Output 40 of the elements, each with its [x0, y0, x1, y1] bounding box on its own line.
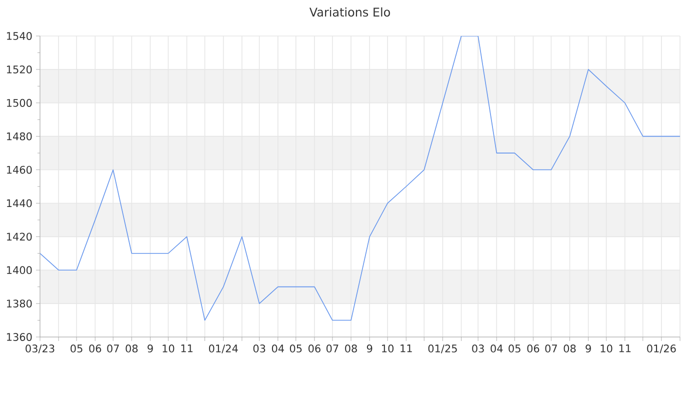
- x-tick-label: 11: [619, 344, 631, 352]
- chart-title: Variations Elo: [309, 7, 390, 17]
- x-tick-label: 08: [126, 344, 138, 352]
- y-tick-label: 1520: [7, 65, 32, 74]
- x-tick-label: 11: [400, 344, 412, 352]
- x-tick-label: 03: [253, 344, 266, 352]
- y-tick-label: 1460: [7, 166, 32, 174]
- x-tick-label: 05: [290, 344, 302, 352]
- x-tick-label: 05: [70, 344, 82, 352]
- x-tick-label: 10: [162, 344, 174, 352]
- y-tick-label: 1360: [7, 333, 32, 341]
- x-tick-label: 9: [586, 344, 591, 352]
- x-tick-label: 04: [490, 344, 503, 352]
- x-tick-label: 10: [382, 344, 394, 352]
- x-tick-label: 03/23: [26, 344, 54, 354]
- x-tick-label: 07: [326, 344, 338, 352]
- y-tick-label: 1420: [7, 232, 32, 241]
- y-tick-label: 1500: [7, 98, 32, 107]
- x-tick-label: 05: [508, 344, 520, 352]
- x-tick-label: 9: [366, 344, 372, 352]
- x-tick-label: 06: [89, 344, 102, 352]
- x-tick-label: 10: [600, 344, 612, 352]
- x-tick-label: 01/24: [208, 344, 238, 354]
- y-tick-label: 1380: [7, 300, 32, 308]
- y-tick-label: 1540: [7, 32, 32, 40]
- x-tick-label: 07: [545, 344, 557, 352]
- x-tick-label: 06: [527, 344, 540, 352]
- y-tick-label: 1440: [7, 199, 32, 208]
- x-tick-label: 03: [472, 344, 484, 352]
- x-tick-label: 11: [181, 344, 193, 352]
- x-tick-label: 06: [308, 344, 320, 352]
- x-tick-label: 9: [148, 344, 153, 352]
- x-tick-label: 01/26: [647, 344, 676, 354]
- x-tick-label: 04: [272, 344, 284, 352]
- x-tick-label: 01/25: [428, 344, 457, 354]
- y-tick-label: 1400: [7, 266, 32, 274]
- x-tick-label: 07: [107, 344, 119, 352]
- y-tick-label: 1480: [7, 132, 32, 140]
- x-tick-label: 08: [564, 344, 576, 352]
- x-tick-label: 08: [345, 344, 357, 352]
